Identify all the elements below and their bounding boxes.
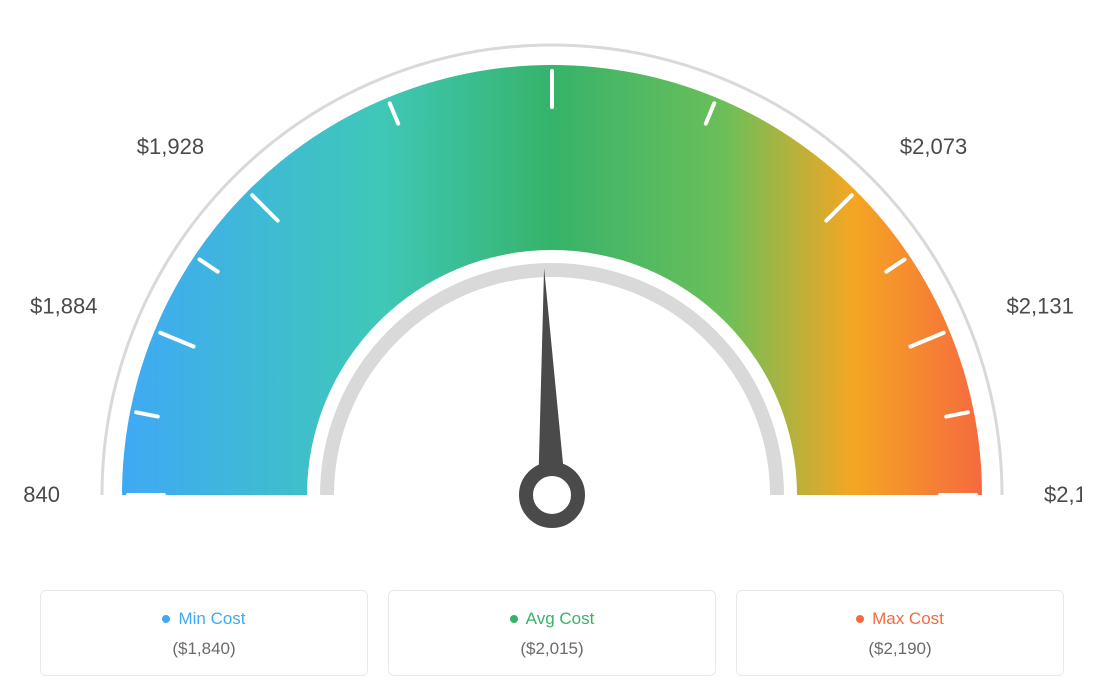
gauge-svg: $1,840$1,884$1,928$2,015$2,073$2,131$2,1… (22, 20, 1082, 560)
gauge-tick-label: $2,073 (900, 134, 967, 159)
avg-cost-value: ($2,015) (409, 639, 695, 659)
cost-gauge-chart: $1,840$1,884$1,928$2,015$2,073$2,131$2,1… (20, 20, 1084, 676)
gauge-tick-label: $1,928 (137, 134, 204, 159)
max-cost-dot (856, 615, 864, 623)
min-cost-label: Min Cost (178, 609, 245, 629)
max-cost-title: Max Cost (856, 609, 944, 629)
gauge-tick-label: $2,131 (1007, 294, 1074, 319)
min-cost-dot (162, 615, 170, 623)
max-cost-label: Max Cost (872, 609, 944, 629)
min-cost-value: ($1,840) (61, 639, 347, 659)
avg-cost-card: Avg Cost ($2,015) (388, 590, 716, 676)
gauge-hub (526, 469, 578, 521)
summary-cards: Min Cost ($1,840) Avg Cost ($2,015) Max … (20, 590, 1084, 676)
avg-cost-title: Avg Cost (510, 609, 595, 629)
avg-cost-dot (510, 615, 518, 623)
max-cost-value: ($2,190) (757, 639, 1043, 659)
gauge-tick-label: $1,840 (22, 482, 60, 507)
avg-cost-label: Avg Cost (526, 609, 595, 629)
gauge-needle (538, 268, 566, 495)
gauge-svg-container: $1,840$1,884$1,928$2,015$2,073$2,131$2,1… (20, 20, 1084, 560)
min-cost-card: Min Cost ($1,840) (40, 590, 368, 676)
gauge-tick-label: $2,190 (1044, 482, 1082, 507)
max-cost-card: Max Cost ($2,190) (736, 590, 1064, 676)
min-cost-title: Min Cost (162, 609, 245, 629)
gauge-tick-label: $1,884 (30, 294, 97, 319)
